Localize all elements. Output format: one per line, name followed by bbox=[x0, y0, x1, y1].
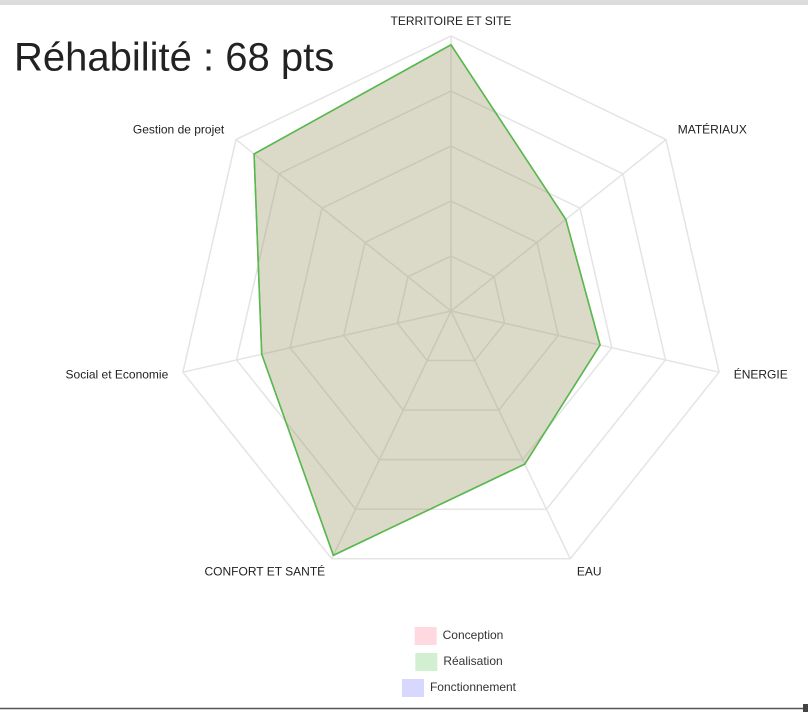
series-area bbox=[253, 43, 601, 557]
grid-spoke bbox=[235, 138, 452, 312]
corner-handle bbox=[803, 704, 808, 712]
axis-label: TERRITOIRE ET SITE bbox=[391, 14, 512, 28]
legend: Conception Réalisation Fonctionnement bbox=[401, 627, 517, 697]
marks bbox=[253, 43, 601, 557]
axis-label: CONFORT ET SANTÉ bbox=[204, 563, 325, 578]
grid-spoke bbox=[450, 138, 667, 312]
axis-label: ÉNERGIE bbox=[734, 367, 788, 382]
chart-title: Réhabilité : 68 pts bbox=[14, 36, 334, 80]
legend-text: Réalisation bbox=[443, 654, 502, 668]
axis-label: MATÉRIAUX bbox=[678, 121, 747, 136]
grid-spoke bbox=[331, 310, 452, 560]
grid-spoke bbox=[450, 310, 720, 373]
legend-item: Réalisation bbox=[415, 653, 503, 671]
legend-text: Conception bbox=[443, 628, 504, 642]
grid-ring bbox=[182, 35, 720, 560]
grid-spoke bbox=[182, 310, 452, 373]
top-bar bbox=[0, 0, 808, 5]
axis-label: Social et Economie bbox=[66, 368, 169, 382]
grid-spoke bbox=[450, 310, 571, 560]
legend-item: Fonctionnement bbox=[401, 679, 517, 697]
legend-swatch bbox=[414, 627, 437, 645]
legend-swatch bbox=[401, 679, 424, 697]
axis-label: Gestion de projet bbox=[133, 122, 225, 136]
legend-item: Conception bbox=[414, 627, 504, 645]
labels: TERRITOIRE ET SITE MATÉRIAUX ÉNERGIE EAU CON… bbox=[66, 14, 788, 578]
grid-ring bbox=[396, 255, 506, 362]
grid bbox=[182, 35, 720, 560]
axis-label: EAU bbox=[577, 564, 602, 578]
grid-ring bbox=[235, 90, 667, 510]
legend-swatch bbox=[415, 653, 438, 671]
legend-text: Fonctionnement bbox=[430, 680, 517, 694]
grid-ring bbox=[342, 200, 560, 411]
grid-ring bbox=[289, 145, 613, 461]
